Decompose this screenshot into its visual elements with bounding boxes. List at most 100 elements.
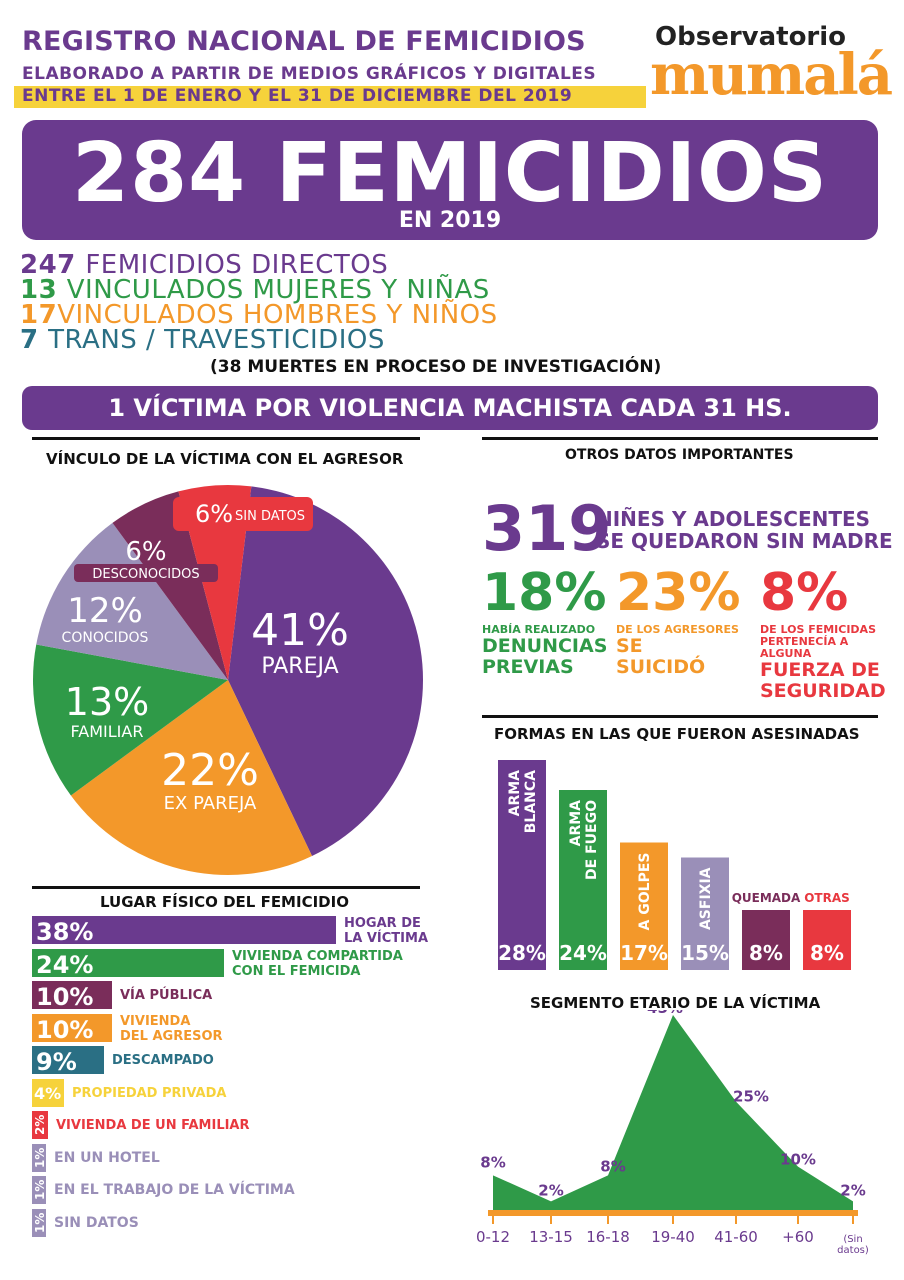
age-tick-label: 0-12 (476, 1228, 510, 1246)
pie-slice-conocidos (36, 522, 229, 680)
pie-slice-desconocidos (112, 491, 228, 680)
lugar-value-label: 10% (36, 1015, 94, 1044)
stat-block: 23% DE LOS AGRESORES SE SUICIDÓ (616, 562, 740, 678)
age-tick-label: (Sin (843, 1234, 862, 1245)
stat-percent: 18% (482, 563, 607, 623)
age-tick-label: 19-40 (651, 1228, 695, 1246)
stat-caption: PERTENECÍA A (760, 635, 849, 648)
lugar-value-label: 4% (34, 1083, 62, 1103)
lugar-category-label: HOGAR DE LA VÍCTIMA (344, 916, 429, 946)
formas-value-label: 15% (681, 941, 729, 965)
lugar-value-label: 10% (36, 983, 94, 1011)
age-title: SEGMENTO ETARIO DE LA VÍCTIMA (530, 994, 821, 1012)
category-item: 247 FEMICIDIOS DIRECTOS (20, 250, 388, 280)
total-year: EN 2019 (398, 208, 502, 233)
stat-emphasis: FUERZA DE (760, 659, 880, 681)
stat-block: 18% HABÍA REALIZADO DENUNCIAS PREVIAS (482, 562, 607, 678)
lugar-value-label: 24% (36, 950, 94, 979)
formas-bar (559, 790, 607, 970)
svg-text:ASFIXIA: ASFIXIA (698, 867, 714, 930)
lugar-bar: 1% (32, 1143, 47, 1172)
pie-value-label: 41% (251, 605, 349, 656)
logo-mumala: mumalá (650, 42, 893, 108)
lugar-category-label: VIVIENDA DEL AGRESOR (120, 1013, 223, 1044)
formas-bar (681, 857, 729, 970)
stat-emphasis: SEGURIDAD (760, 680, 886, 702)
formas-bar (498, 760, 546, 970)
formas-category-label: A GOLPES (637, 853, 653, 931)
lugar-bar: 2% (32, 1111, 48, 1139)
age-tick-label: 41-60 (714, 1228, 758, 1246)
svg-text:A GOLPES: A GOLPES (637, 853, 653, 931)
category-item: 17VINCULADOS HOMBRES Y NIÑOS (20, 300, 498, 330)
formas-bar (742, 910, 790, 970)
stat-percent: 23% (616, 563, 741, 623)
pie-slice-pareja (228, 486, 424, 856)
lugar-bar: 24% (32, 948, 224, 979)
formas-bar (620, 842, 668, 970)
lugar-value-label: 9% (36, 1048, 77, 1076)
age-value-label: 8% (600, 1157, 625, 1175)
total-femicides: 284 FEMICIDIOS (72, 126, 828, 221)
pie-category-label: FAMILIAR (71, 722, 144, 741)
category-count: 7 (20, 325, 39, 355)
stat-caption: HABÍA REALIZADO (482, 623, 596, 636)
pie-chart: 41%PAREJA 22%EX PAREJA 13%FAMILIAR 12%CONOC… (32, 485, 424, 875)
formas-category-label: ARMA DE FUEGO (568, 800, 600, 880)
lugar-bar: 4% (32, 1078, 64, 1107)
lugar-bar: 38% (32, 916, 336, 946)
category-label: TRANS / TRAVESTICIDIOS (48, 325, 385, 355)
stat-caption: DE LOS AGRESORES (616, 623, 739, 636)
category-label: VINCULADOS HOMBRES Y NIÑOS (57, 300, 498, 330)
children-text-line2: SE QUEDARON SIN MADRE (596, 529, 893, 553)
lugar-value-label: 1% (33, 1212, 47, 1233)
lugar-value-label: 2% (33, 1114, 47, 1135)
pie-label-box (74, 564, 218, 582)
pie-value-label: 13% (65, 680, 149, 724)
pie-slice-familiar (32, 644, 228, 796)
total-banner: 284 FEMICIDIOS EN 2019 (22, 120, 878, 240)
lugar-category-label: PROPIEDAD PRIVADA (72, 1085, 227, 1101)
formas-category-label: ASFIXIA (698, 867, 714, 930)
formas-value-label: 28% (498, 941, 546, 965)
lugar-value-label: 38% (36, 918, 94, 946)
lugar-category-label: VÍA PÚBLICA (120, 988, 213, 1003)
lugar-category-label: SIN DATOS (54, 1214, 139, 1231)
stat-emphasis: DENUNCIAS (482, 635, 608, 657)
age-tick-label: 13-15 (529, 1228, 573, 1246)
date-range-highlight: ENTRE EL 1 DE ENERO Y EL 31 DE DICIEMBRE… (14, 86, 646, 108)
pie-category-label: EX PAREJA (164, 793, 257, 814)
rate-text: 1 VÍCTIMA POR VIOLENCIA MACHISTA CADA 31… (108, 394, 792, 422)
children-text: NIÑES Y ADOLESCENTES SE QUEDARON SIN MAD… (596, 508, 893, 552)
pie-value-label: 6% (195, 500, 233, 528)
lugar-category-label: EN UN HOTEL (54, 1149, 160, 1166)
formas-value-label: 17% (620, 941, 668, 965)
category-count: 13 (20, 275, 58, 305)
pie-slice-sin-datos (178, 485, 252, 680)
lugar-category-label: DESCAMPADO (112, 1053, 214, 1068)
age-value-label: 2% (840, 1181, 865, 1199)
age-tick-label: +60 (782, 1228, 814, 1246)
category-item: 13 VINCULADOS MUJERES Y NIÑAS (20, 275, 490, 305)
pie-value-label: 22% (161, 745, 259, 796)
svg-text:ARMA: ARMA (568, 800, 584, 847)
children-count: 319 (482, 492, 612, 565)
lugar-category-label: EN EL TRABAJO DE LA VÍCTIMA (54, 1182, 295, 1198)
lugar-category-label: VIVIENDA COMPARTIDA CON EL FEMICIDA (232, 948, 403, 979)
divider (32, 886, 420, 889)
otros-title: OTROS DATOS IMPORTANTES (565, 447, 794, 463)
children-text-line1: NIÑES Y ADOLESCENTES (596, 507, 871, 531)
pie-value-label: 6% (125, 537, 166, 567)
age-value-label: 45% (647, 1010, 683, 1017)
lugar-bar: 9% (32, 1046, 104, 1076)
svg-text:DE FUEGO: DE FUEGO (584, 800, 600, 880)
formas-category-label: OTRAS (804, 891, 850, 905)
age-value-label: 8% (480, 1153, 505, 1171)
divider (32, 437, 420, 440)
lugar-value-label: 1% (33, 1179, 47, 1200)
pie-category-label: SIN DATOS (235, 509, 305, 524)
pie-category-label: PAREJA (261, 654, 338, 679)
svg-text:BLANCA: BLANCA (523, 770, 539, 833)
lugar-title: LUGAR FÍSICO DEL FEMICIDIO (100, 893, 349, 911)
